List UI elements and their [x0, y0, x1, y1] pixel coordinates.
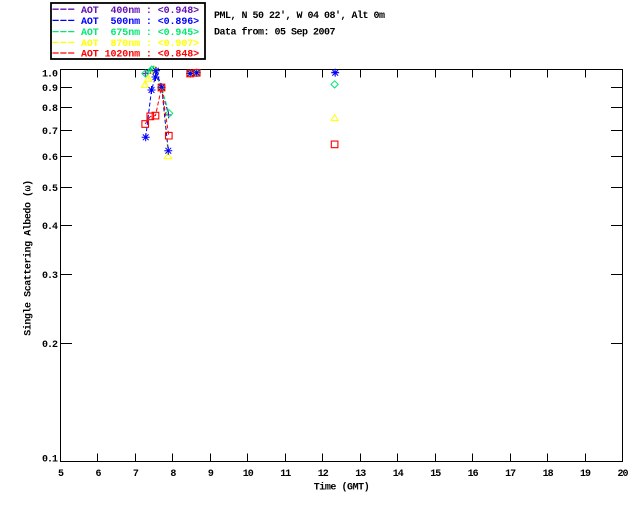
- svg-text:Data from: 05 Sep 2007: Data from: 05 Sep 2007: [214, 26, 336, 38]
- svg-text:0.6: 0.6: [42, 153, 58, 164]
- svg-text:AOT 870nm : <0.907>: AOT 870nm : <0.907>: [81, 39, 199, 50]
- svg-text:6: 6: [95, 469, 101, 480]
- svg-text:5: 5: [58, 469, 64, 480]
- svg-text:AOT 1020nm : <0.848>: AOT 1020nm : <0.848>: [81, 50, 199, 61]
- svg-text:PML, N 50 22', W 04 08', Alt 0: PML, N 50 22', W 04 08', Alt 0m: [214, 10, 385, 22]
- svg-text:16: 16: [468, 469, 479, 480]
- svg-text:AOT 500nm : <0.896>: AOT 500nm : <0.896>: [81, 17, 199, 28]
- svg-text:0.8: 0.8: [42, 104, 58, 115]
- svg-text:20: 20: [617, 469, 628, 480]
- svg-text:0.3: 0.3: [42, 271, 58, 282]
- svg-text:18: 18: [543, 469, 554, 480]
- svg-text:1.0: 1.0: [42, 70, 58, 81]
- svg-text:19: 19: [580, 469, 591, 480]
- svg-text:11: 11: [280, 469, 291, 480]
- svg-text:7: 7: [133, 469, 139, 480]
- svg-text:Time (GMT): Time (GMT): [314, 482, 370, 494]
- svg-text:0.7: 0.7: [42, 127, 58, 138]
- svg-text:0.4: 0.4: [42, 222, 58, 233]
- svg-text:10: 10: [243, 469, 254, 480]
- svg-text:0.2: 0.2: [42, 340, 58, 351]
- svg-text:Single Scattering Albedo (ω): Single Scattering Albedo (ω): [23, 180, 35, 335]
- svg-text:15: 15: [430, 469, 441, 480]
- svg-text:0.9: 0.9: [42, 84, 58, 95]
- svg-text:AOT 675nm : <0.945>: AOT 675nm : <0.945>: [81, 28, 199, 39]
- svg-text:12: 12: [318, 469, 329, 480]
- svg-text:0.1: 0.1: [42, 455, 58, 466]
- svg-text:0.5: 0.5: [42, 184, 58, 195]
- svg-text:AOT 400nm : <0.948>: AOT 400nm : <0.948>: [81, 6, 199, 17]
- svg-text:9: 9: [208, 469, 214, 480]
- svg-text:17: 17: [505, 469, 516, 480]
- svg-text:14: 14: [393, 469, 404, 480]
- svg-text:8: 8: [170, 469, 176, 480]
- svg-text:13: 13: [355, 469, 366, 480]
